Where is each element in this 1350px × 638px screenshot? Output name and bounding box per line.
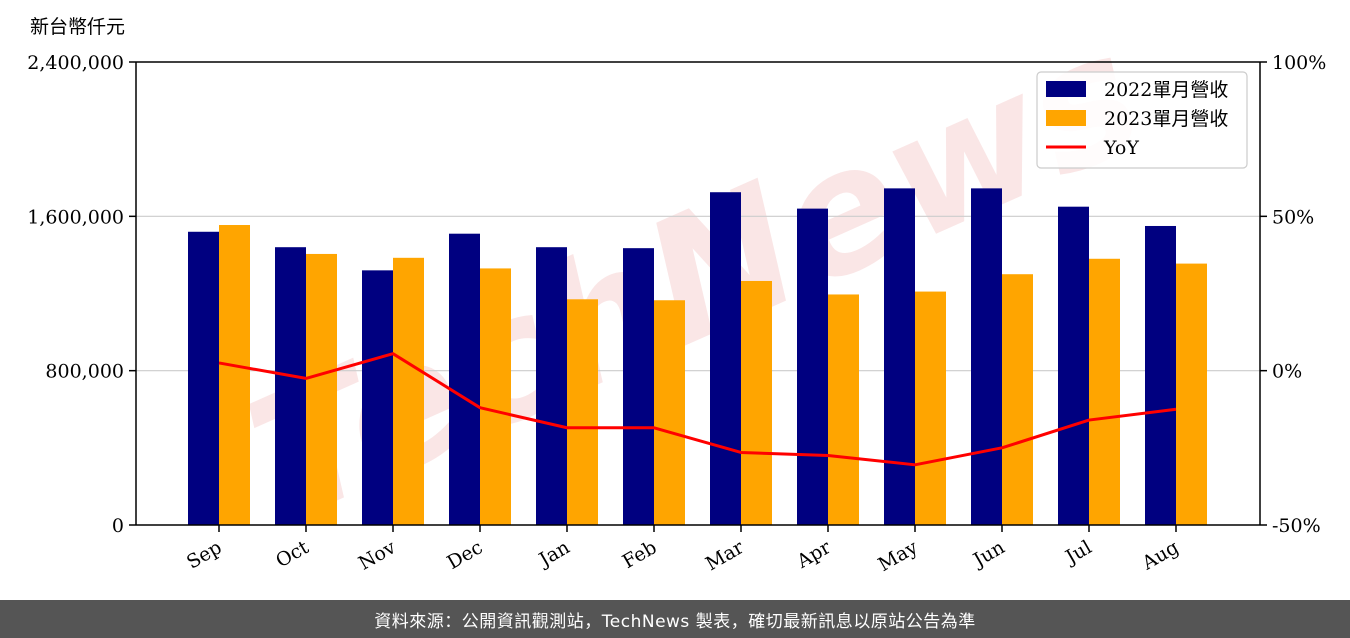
x-tick-label: Aug	[1138, 536, 1183, 575]
bar-2023單月營收-Oct	[306, 253, 337, 525]
bar-2022單月營收-Jul	[1058, 206, 1089, 525]
x-tick-label: May	[875, 536, 922, 576]
legend-label-2023單月營收: 2023單月營收	[1104, 108, 1228, 130]
bar-2022單月營收-Feb	[623, 248, 654, 525]
bar-2022單月營收-May	[884, 188, 915, 525]
legend: 2022單月營收 2023單月營收 YoY	[1036, 71, 1248, 169]
x-tick-label: Jan	[534, 536, 574, 572]
right-tick-label: 50%	[1272, 206, 1314, 228]
bar-2023單月營收-Jun	[1002, 274, 1033, 525]
bar-2022單月營收-Oct	[275, 247, 306, 525]
left-tick-label: 1,600,000	[27, 206, 124, 228]
x-tick-label: Jun	[968, 536, 1009, 572]
bar-2022單月營收-Aug	[1145, 225, 1176, 525]
bar-2022單月營收-Jun	[971, 188, 1002, 525]
x-tick-label: Dec	[443, 536, 486, 574]
yoy-line-layer	[218, 352, 1177, 467]
right-tick-label: 100%	[1272, 52, 1326, 74]
yoy-line	[218, 352, 1177, 467]
bar-2023單月營收-Feb	[654, 300, 685, 525]
bar-2023單月營收-Aug	[1176, 263, 1207, 525]
bar-2023單月營收-Jul	[1089, 258, 1120, 525]
y-axis-label: 新台幣仟元	[30, 16, 125, 38]
x-tick-label: Jul	[1060, 536, 1095, 569]
bar-2023單月營收-Nov	[393, 257, 424, 525]
x-tick-label: Mar	[702, 536, 748, 575]
left-tick-label: 2,400,000	[27, 52, 124, 74]
bars	[188, 188, 1207, 525]
bar-2022單月營收-Sep	[188, 231, 219, 525]
bar-2022單月營收-Jan	[536, 247, 567, 525]
axes	[135, 61, 1261, 526]
legend-label-YoY: YoY	[1103, 137, 1139, 159]
x-tick-label: Apr	[792, 536, 835, 573]
legend-label-2022單月營收: 2022單月營收	[1104, 79, 1228, 101]
left-tick-label: 800,000	[45, 361, 124, 383]
bar-2023單月營收-Mar	[741, 280, 772, 525]
right-tick-label: 0%	[1272, 361, 1302, 383]
bar-2023單月營收-Dec	[480, 268, 511, 525]
right-axis-ticks: -50% 0% 50% 100%	[1260, 52, 1326, 537]
bar-2022單月營收-Dec	[449, 233, 480, 525]
left-axis-ticks: 0 800,000 1,600,000 2,400,000	[27, 52, 136, 537]
x-tick-label: Sep	[183, 536, 226, 573]
legend-swatch-2022單月營收	[1046, 81, 1086, 97]
bar-2022單月營收-Mar	[710, 192, 741, 525]
bar-2023單月營收-Apr	[828, 294, 859, 525]
legend-box	[1036, 71, 1248, 169]
right-tick-label: -50%	[1272, 515, 1321, 537]
bar-2022單月營收-Nov	[362, 270, 393, 525]
source-footer: 資料來源：公開資訊觀測站，TechNews 製表，確切最新訊息以原站公告為準	[0, 600, 1350, 638]
bar-2023單月營收-Jan	[567, 299, 598, 525]
x-tick-label: Feb	[619, 536, 661, 573]
left-tick-label: 0	[112, 515, 124, 537]
source-text: 資料來源：公開資訊觀測站，TechNews 製表，確切最新訊息以原站公告為準	[374, 611, 976, 632]
bar-2023單月營收-May	[915, 291, 946, 525]
x-tick-label: Nov	[355, 536, 400, 575]
bar-2022單月營收-Apr	[797, 208, 828, 525]
legend-swatch-2023單月營收	[1046, 110, 1086, 126]
bar-2023單月營收-Sep	[219, 225, 250, 525]
